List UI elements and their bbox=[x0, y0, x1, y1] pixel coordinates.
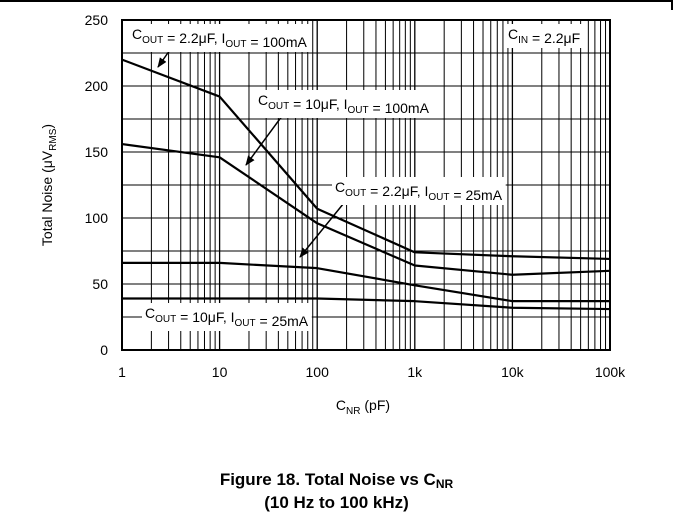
x-tick-label: 1 bbox=[118, 364, 126, 380]
y-axis-title: Total Noise (μVRMS) bbox=[39, 124, 59, 246]
annotation-series-4: COUT = 10μF, IOUT = 25mA bbox=[142, 303, 312, 331]
x-tick-label: 100 bbox=[306, 364, 330, 380]
annotation-cin: CIN = 2.2μF bbox=[505, 24, 583, 48]
figure-caption-subtitle: (10 Hz to 100 kHz) bbox=[0, 493, 673, 513]
annotation-series-3: COUT = 2.2μF, IOUT = 25mA bbox=[332, 177, 506, 205]
y-tick-labels: 0 50 100 150 200 250 bbox=[85, 12, 109, 358]
y-tick-label: 200 bbox=[85, 78, 109, 94]
y-tick-label: 150 bbox=[85, 144, 109, 160]
x-tick-labels: 1 10 100 1k 10k 100k bbox=[118, 364, 626, 380]
y-tick-label: 100 bbox=[85, 210, 109, 226]
x-tick-label: 10 bbox=[212, 364, 228, 380]
y-tick-label: 250 bbox=[85, 12, 109, 28]
total-noise-chart: 1 10 100 1k 10k 100k 0 50 100 150 200 250 CIN = 2.… bbox=[0, 0, 673, 440]
x-tick-label: 100k bbox=[595, 364, 626, 380]
figure-caption-title: Figure 18. Total Noise vs CNR bbox=[0, 470, 673, 491]
y-tick-label: 0 bbox=[100, 342, 108, 358]
annotation-series-1: COUT = 2.2μF, IOUT = 100mA bbox=[129, 24, 310, 52]
annotation-series-2: COUT = 10μF, IOUT = 100mA bbox=[255, 90, 433, 118]
x-tick-label: 10k bbox=[501, 364, 525, 380]
x-tick-label: 1k bbox=[407, 364, 423, 380]
y-tick-label: 50 bbox=[92, 276, 108, 292]
x-axis-title: CNR (pF) bbox=[336, 397, 390, 417]
